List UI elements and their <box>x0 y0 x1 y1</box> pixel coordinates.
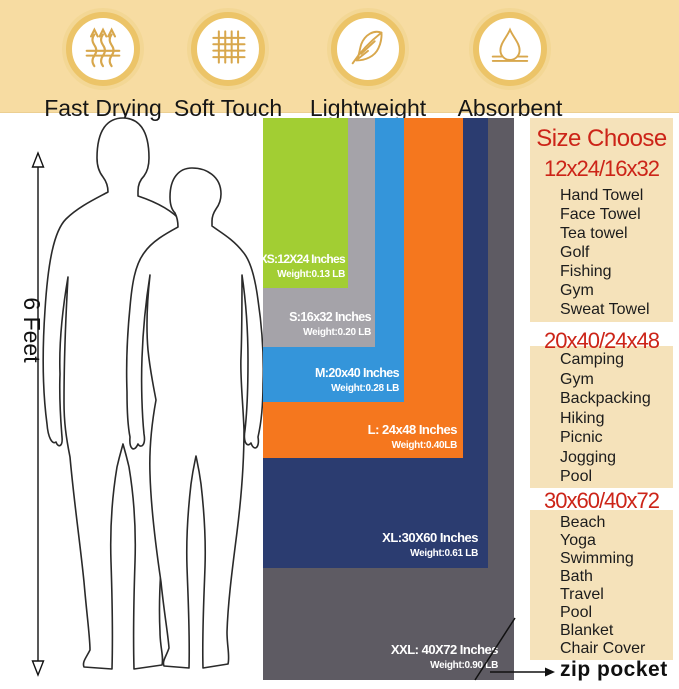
feature-banner: Fast Drying Soft Touch Light <box>0 0 679 121</box>
zip-pocket-label: zip pocket <box>560 658 668 681</box>
towel-weight-label: Weight:0.20 LB <box>303 327 371 338</box>
group-heading-large: 30x60/40x72 <box>544 488 660 513</box>
towel-weight-label: Weight:0.28 LB <box>331 383 399 394</box>
towel-weight-label: Weight:0.90 LB <box>430 660 498 671</box>
towel-size-stack: XXL: 40X72 Inches Weight:0.90 LB XL:30X6… <box>259 118 514 680</box>
use-item: Travel <box>560 586 604 603</box>
use-item: Jogging <box>560 448 617 466</box>
use-item: Sweat Towel <box>560 301 650 318</box>
use-list-large: Beach Yoga Swimming Bath Travel Pool Bla… <box>530 514 673 658</box>
feature-label: Lightweight <box>309 95 427 121</box>
feather-icon <box>345 24 391 75</box>
use-item: Yoga <box>560 532 596 549</box>
towel-info-l: L: 24x48 Inches Weight:0.40LB <box>368 423 463 458</box>
towel-size-label: XXL: 40X72 Inches <box>390 642 499 657</box>
feature-lightweight: Lightweight <box>293 8 443 122</box>
towel-size-label: M:20x40 Inches <box>314 365 400 380</box>
use-item: Tea towel <box>560 225 628 242</box>
towel-size-label: L: 24x48 Inches <box>367 422 458 437</box>
use-list-medium: Camping Gym Backpacking Hiking Picnic Jo… <box>530 350 673 487</box>
zip-pocket-pointer <box>474 617 555 681</box>
use-item: Gym <box>560 370 594 388</box>
feature-circle <box>191 12 265 86</box>
use-item: Swimming <box>560 550 634 567</box>
feature-label: Absorbent <box>457 95 563 121</box>
size-choose-panel: Size Choose 12x24/16x32 Hand Towel Face … <box>530 118 673 684</box>
size-group-large: Beach Yoga Swimming Bath Travel Pool Bla… <box>530 510 673 660</box>
use-item: Gym <box>560 282 594 299</box>
use-item: Pool <box>560 604 593 621</box>
feature-circle <box>331 12 405 86</box>
use-item: Beach <box>560 514 606 531</box>
towel-size-label: S:16x32 Inches <box>289 309 372 324</box>
use-item: Hand Towel <box>560 187 644 204</box>
woman-outline <box>125 167 265 669</box>
use-item: Blanket <box>560 622 614 639</box>
use-item: Fishing <box>560 263 612 280</box>
group-heading-small: 12x24/16x32 <box>544 156 660 181</box>
pointer-diagonal-line <box>474 617 516 681</box>
feature-circle <box>473 12 547 86</box>
use-item: Golf <box>560 244 590 261</box>
water-drop-icon <box>487 24 533 75</box>
human-scale-figures: 6 Feet <box>0 112 270 689</box>
use-item: Camping <box>560 351 625 368</box>
size-group-small: Size Choose 12x24/16x32 Hand Towel Face … <box>530 118 673 322</box>
steam-rising-icon <box>80 24 126 75</box>
towel-rect-xs: XS:12X24 Inches Weight:0.13 LB <box>259 118 348 288</box>
use-item: Hiking <box>560 409 605 427</box>
use-item: Backpacking <box>560 390 651 407</box>
towel-info-xxl: XXL: 40X72 Inches Weight:0.90 LB <box>391 643 514 680</box>
towel-info-m: M:20x40 Inches Weight:0.28 LB <box>314 365 404 403</box>
towel-size-label: XS:12X24 Inches <box>259 252 345 266</box>
feature-absorbent: Absorbent <box>435 8 585 122</box>
use-item: Pool <box>560 468 593 485</box>
feature-label: Fast Drying <box>44 95 162 121</box>
weave-grid-icon <box>206 25 250 74</box>
size-group-medium: Camping Gym Backpacking Hiking Picnic Jo… <box>530 346 673 488</box>
towel-info-xl: XL:30X60 Inches Weight:0.61 LB <box>382 531 488 568</box>
use-item: Face Towel <box>560 206 641 223</box>
use-item: Bath <box>560 568 593 585</box>
feature-circle <box>66 12 140 86</box>
pointer-arrowhead <box>545 667 555 677</box>
towel-info-s: S:16x32 Inches Weight:0.20 LB <box>289 309 375 348</box>
height-arrow <box>31 151 45 677</box>
use-item: Picnic <box>560 429 603 446</box>
towel-size-label: XL:30X60 Inches <box>382 530 478 545</box>
feature-label: Soft Touch <box>173 95 283 121</box>
towel-info-xs: XS:12X24 Inches Weight:0.13 LB <box>259 253 348 288</box>
towel-weight-label: Weight:0.13 LB <box>277 269 345 280</box>
towel-weight-label: Weight:0.40LB <box>391 440 458 451</box>
feature-fast-drying: Fast Drying <box>28 8 178 122</box>
group-heading-medium: 20x40/24x48 <box>544 328 660 353</box>
use-item: Chair Cover <box>560 640 646 657</box>
feature-soft-touch: Soft Touch <box>153 8 303 122</box>
panel-title: Size Choose <box>536 125 667 152</box>
towel-weight-label: Weight:0.61 LB <box>410 548 478 559</box>
height-label: 6 Feet <box>19 297 45 363</box>
use-list-small: Hand Towel Face Towel Tea towel Golf Fis… <box>530 186 673 319</box>
